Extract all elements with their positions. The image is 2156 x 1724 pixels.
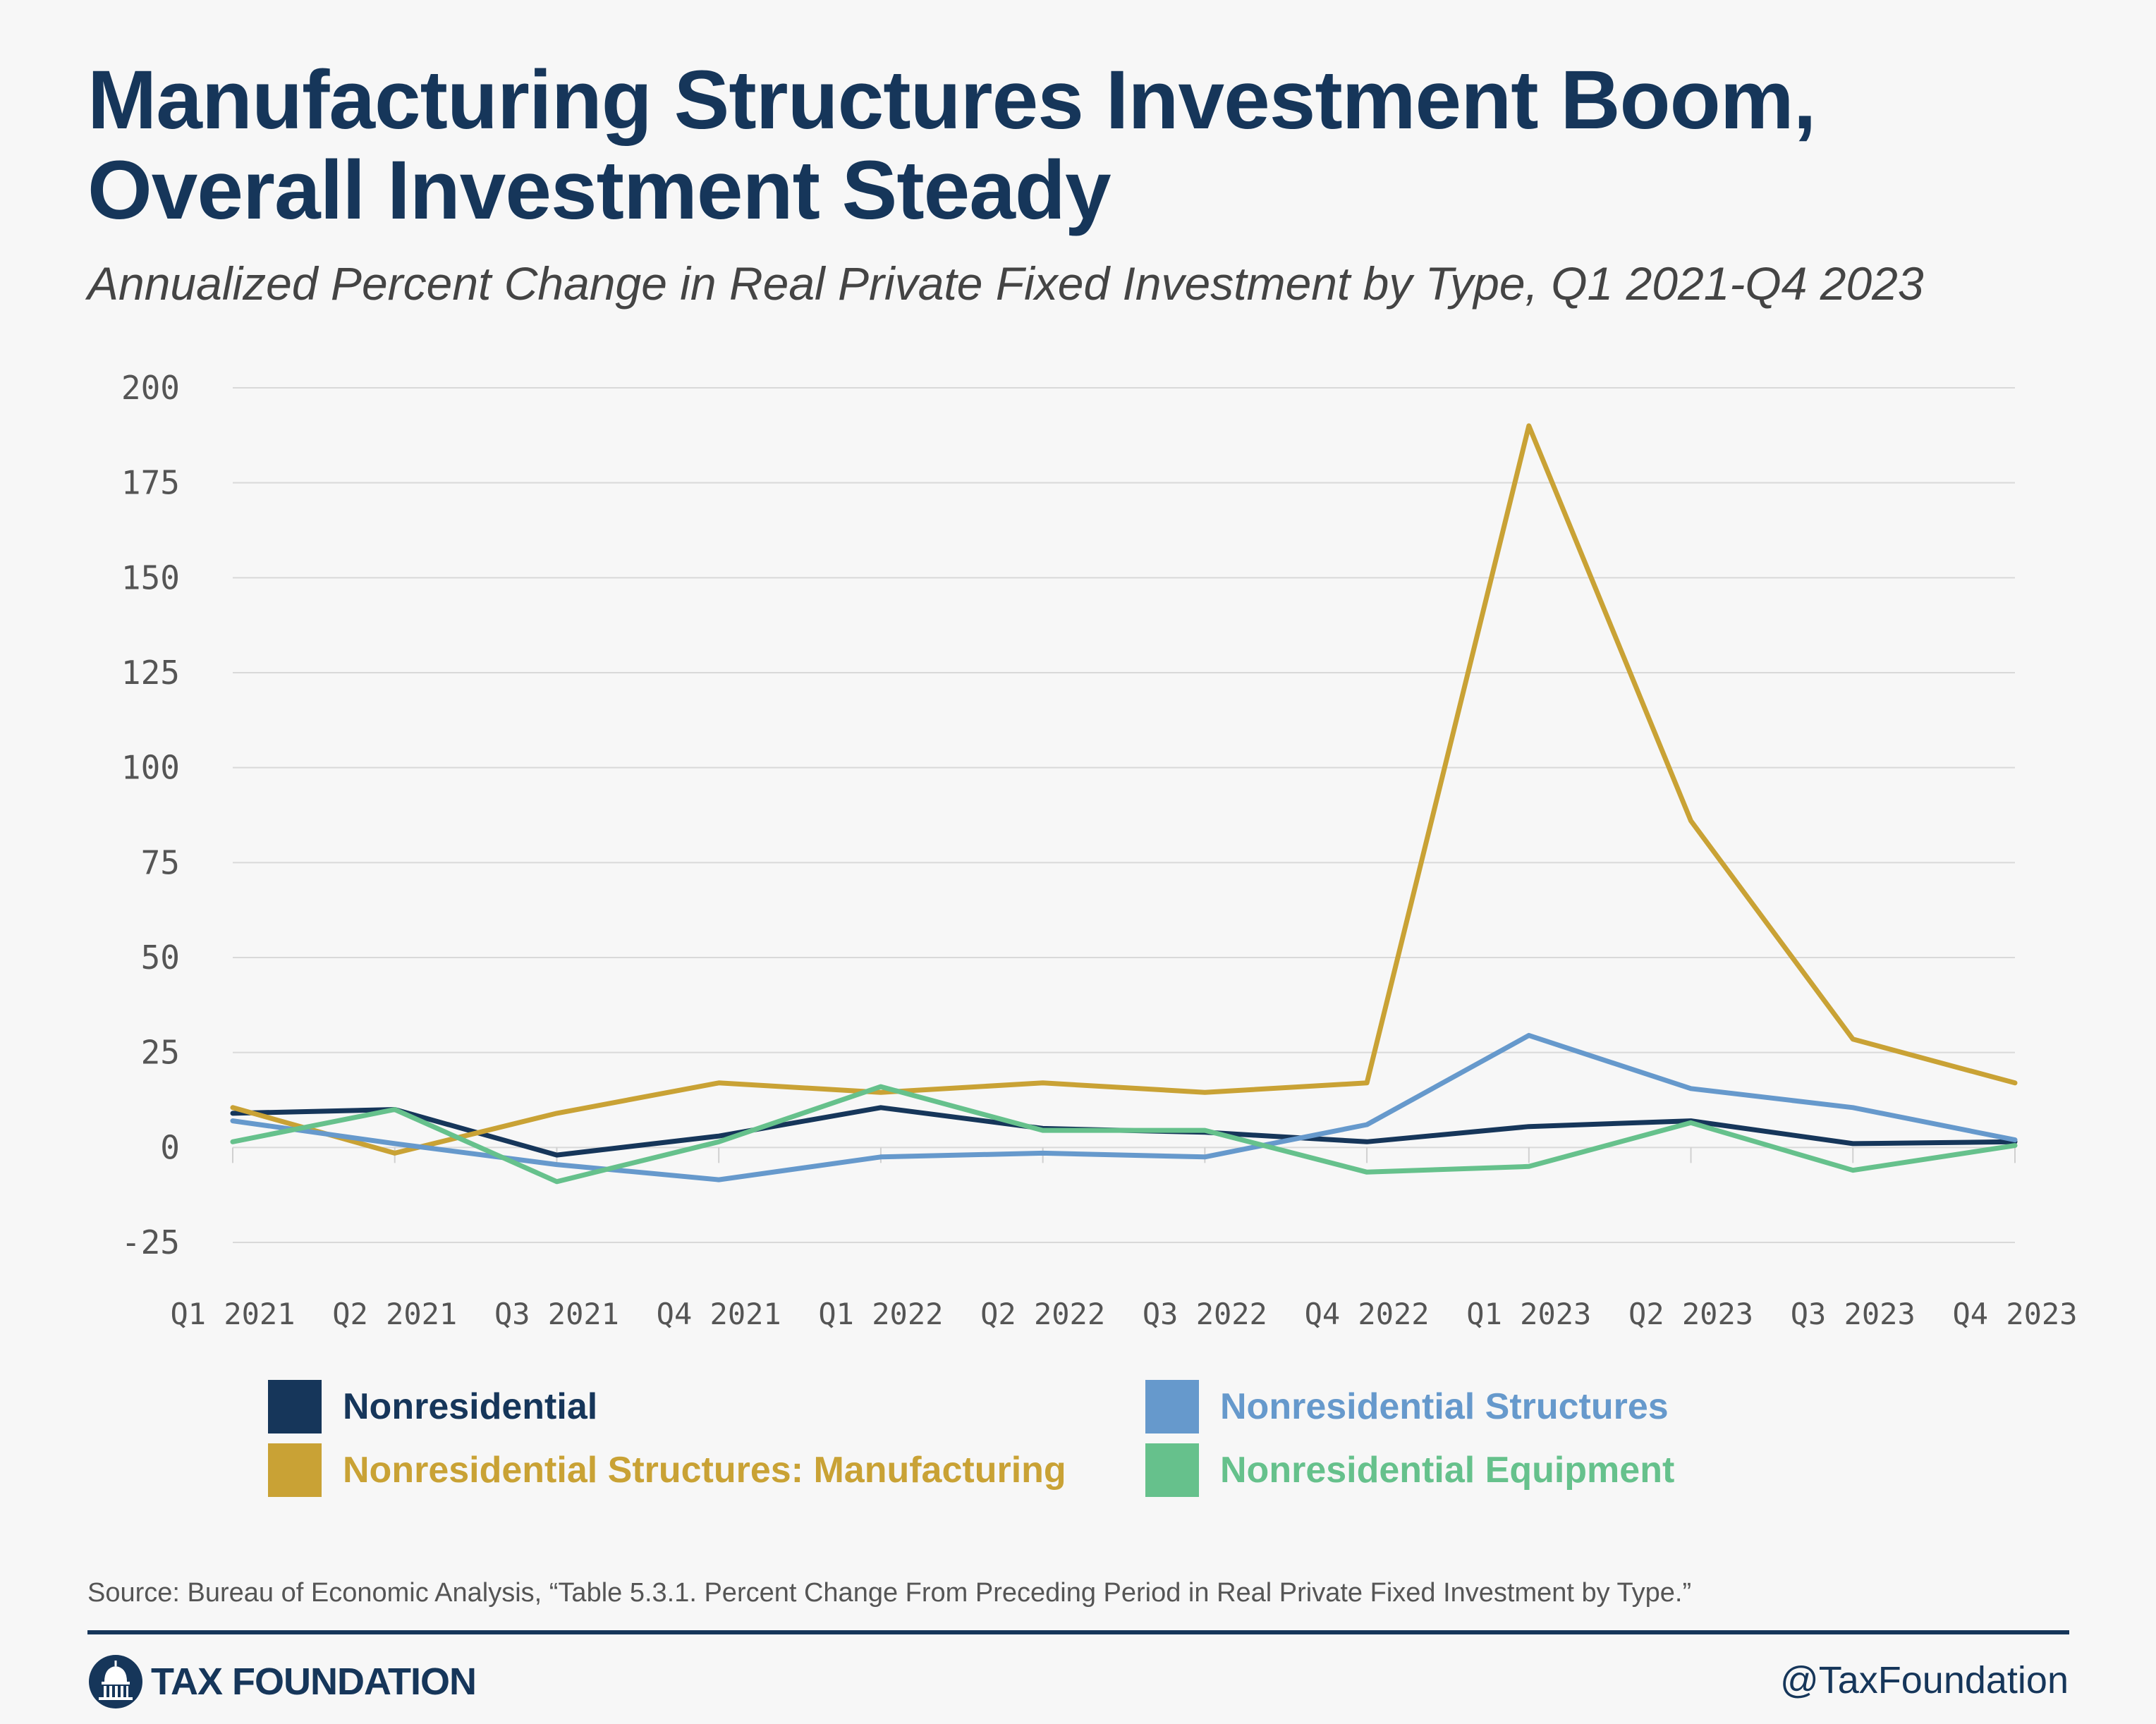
y-tick-label: 100 <box>121 749 180 787</box>
x-tick-label: Q3 2021 <box>494 1297 619 1331</box>
legend-swatch-equipment <box>1145 1443 1199 1497</box>
y-tick-label: -25 <box>121 1223 180 1261</box>
series-line-1 <box>230 423 2018 1156</box>
legend-label-nonresidential: Nonresidential <box>343 1386 598 1427</box>
y-axis-ticks: -25 0 25 50 75 100 125 150 175 200 <box>121 369 180 1261</box>
legend-label-equipment: Nonresidential Equipment <box>1220 1450 1675 1491</box>
x-tick-label: Q1 2022 <box>818 1297 943 1331</box>
legend-swatch-manufacturing <box>268 1443 322 1497</box>
legend-item-structures: Nonresidential Structures <box>1145 1380 1669 1433</box>
y-tick-label: 50 <box>141 939 180 977</box>
x-tick-label: Q1 2021 <box>170 1297 295 1331</box>
y-tick-label: 0 <box>160 1128 180 1166</box>
y-tick-label: 25 <box>141 1034 180 1072</box>
series-lines <box>230 423 2018 1185</box>
y-tick-label: 175 <box>121 464 180 502</box>
x-tick-label: Q2 2021 <box>332 1297 457 1331</box>
logo-text: TAX FOUNDATION <box>151 1661 477 1703</box>
x-tick-label: Q2 2022 <box>980 1297 1105 1331</box>
line-chart: -25 0 25 50 75 100 125 150 175 200 Q1 2021 Q2 2021… <box>121 369 2078 1331</box>
chart-title: Manufacturing Structures Investment Boom… <box>87 54 1816 237</box>
y-tick-label: 150 <box>121 558 180 597</box>
capitol-dome-icon <box>89 1655 142 1708</box>
x-tick-label: Q1 2023 <box>1466 1297 1591 1331</box>
legend-label-manufacturing: Nonresidential Structures: Manufacturing <box>343 1450 1066 1491</box>
y-tick-label: 75 <box>141 843 180 881</box>
x-tick-label: Q4 2021 <box>657 1297 781 1331</box>
y-tick-label: 125 <box>121 654 180 692</box>
x-tick-label: Q3 2022 <box>1143 1297 1267 1331</box>
tax-foundation-logo: TAX FOUNDATION <box>87 1650 477 1713</box>
legend-item-equipment: Nonresidential Equipment <box>1145 1443 1674 1497</box>
series-line-3 <box>230 1084 2018 1185</box>
y-tick-label: 200 <box>121 369 180 407</box>
x-tick-label: Q4 2023 <box>1952 1297 2077 1331</box>
legend-item-manufacturing: Nonresidential Structures: Manufacturing <box>268 1443 1066 1497</box>
legend-swatch-nonresidential <box>268 1380 322 1433</box>
legend-swatch-structures <box>1145 1380 1199 1433</box>
x-axis-ticks: Q1 2021 Q2 2021 Q3 2021 Q4 2021 Q1 2022 Q2 20… <box>170 1147 2078 1331</box>
x-tick-label: Q2 2023 <box>1628 1297 1753 1331</box>
x-tick-label: Q4 2022 <box>1305 1297 1430 1331</box>
series-line-2 <box>230 1032 2018 1182</box>
source-note: Source: Bureau of Economic Analysis, “Ta… <box>87 1578 1692 1608</box>
x-tick-label: Q3 2023 <box>1791 1297 1916 1331</box>
legend-item-nonresidential: Nonresidential <box>268 1380 597 1433</box>
legend-label-structures: Nonresidential Structures <box>1220 1386 1669 1427</box>
chart-subtitle: Annualized Percent Change in Real Privat… <box>87 257 1924 310</box>
footer-divider <box>87 1630 2069 1634</box>
social-handle: @TaxFoundation <box>1779 1659 2069 1701</box>
gridlines <box>233 387 2015 1243</box>
